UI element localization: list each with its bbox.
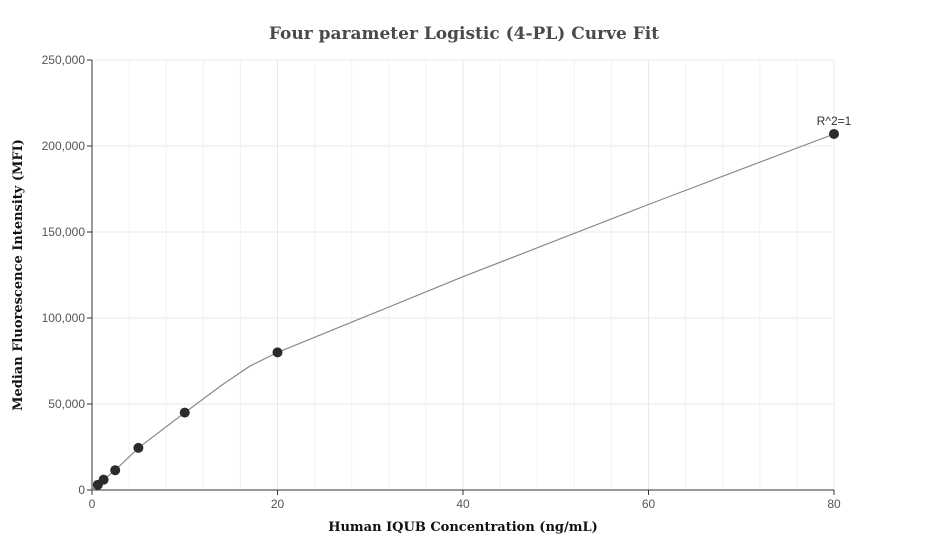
data-point xyxy=(98,474,109,485)
data-point xyxy=(179,407,190,418)
y-axis-label: Median Fluorescence Intensity (MFI) xyxy=(11,139,26,411)
y-tick-label: 50,000 xyxy=(48,397,85,411)
annotation-label: R^2=1 xyxy=(817,114,852,128)
y-tick-label: 100,000 xyxy=(42,311,86,325)
data-point xyxy=(133,442,144,453)
data-point xyxy=(272,347,283,358)
data-point xyxy=(110,465,121,476)
y-tick-label: 150,000 xyxy=(42,225,86,239)
x-tick-label: 20 xyxy=(271,497,285,511)
x-tick-label: 40 xyxy=(456,497,470,511)
x-tick-label: 60 xyxy=(642,497,656,511)
x-axis-label: Human IQUB Concentration (ng/mL) xyxy=(328,520,598,535)
y-tick-label: 0 xyxy=(78,483,85,497)
chart-title: Four parameter Logistic (4-PL) Curve Fit xyxy=(269,24,659,44)
data-points xyxy=(92,128,839,490)
y-ticks: 0 50,000 100,000 150,000 200,000 250,000 xyxy=(42,53,92,497)
x-ticks: 0 20 40 60 80 xyxy=(89,490,841,511)
annotations: R^2=1 xyxy=(817,114,852,128)
x-tick-label: 80 xyxy=(827,497,841,511)
x-tick-label: 0 xyxy=(89,497,96,511)
y-tick-label: 200,000 xyxy=(42,139,86,153)
data-point xyxy=(829,128,839,139)
grid xyxy=(92,59,835,490)
y-tick-label: 250,000 xyxy=(42,53,86,67)
